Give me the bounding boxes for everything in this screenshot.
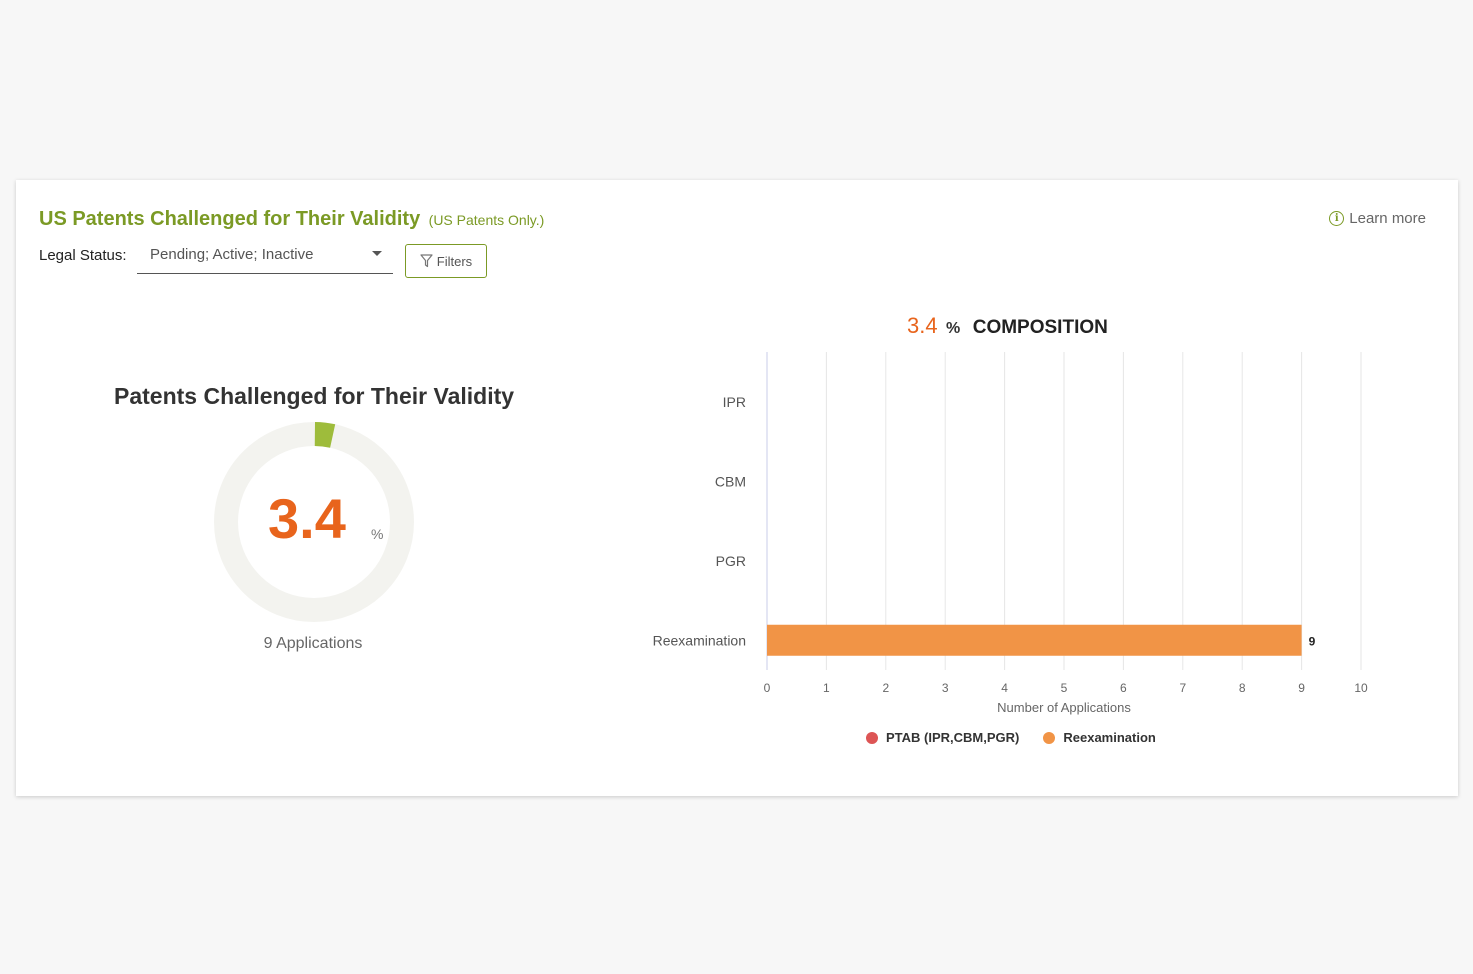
legend-item-reexamination[interactable]: Reexamination — [1043, 730, 1156, 745]
caret-down-icon — [372, 251, 382, 256]
bar-data-label: 9 — [1309, 634, 1316, 648]
x-tick-label: 6 — [1120, 681, 1127, 695]
donut-fill-arc — [314, 422, 336, 448]
card-subtitle: (US Patents Only.) — [428, 212, 545, 228]
x-tick-label: 7 — [1179, 681, 1186, 695]
x-axis-label: Number of Applications — [997, 700, 1131, 715]
composition-bar-chart: 0 1 2 3 4 5 6 7 8 9 10 Number of Applications IPR CBM… — [653, 352, 1368, 715]
legend-swatch-ptab — [866, 731, 878, 744]
x-tick-label: 5 — [1061, 681, 1068, 695]
filters-button-label: Filters — [436, 253, 473, 269]
y-category-label: CBM — [715, 473, 746, 489]
legend-swatch-reexamination — [1043, 731, 1056, 744]
legend-label-ptab: PTAB (IPR,CBM,PGR) — [886, 730, 1020, 745]
x-tick-label: 2 — [882, 681, 889, 695]
legend-item-ptab[interactable]: PTAB (IPR,CBM,PGR) — [866, 730, 1019, 745]
summary-title: Patents Challenged for Their Validity — [114, 383, 515, 409]
composition-header: 3.4 % COMPOSITION — [907, 313, 1108, 339]
y-category-label: PGR — [716, 553, 746, 569]
composition-label: COMPOSITION — [972, 317, 1108, 338]
summary-value: 3.4 — [268, 487, 346, 550]
y-category-label: Reexamination — [653, 632, 746, 648]
x-tick-label: 9 — [1298, 681, 1305, 695]
x-tick-label: 4 — [1001, 681, 1008, 695]
y-category-label: IPR — [723, 394, 746, 410]
x-tick-label: 8 — [1239, 681, 1246, 695]
summary-applications: 9 Applications — [263, 635, 363, 652]
composition-value: 3.4 — [907, 313, 938, 338]
donut-track — [214, 422, 414, 622]
legal-status-label: Legal Status: — [39, 247, 127, 264]
learn-more-link[interactable]: i Learn more — [1329, 210, 1426, 227]
legend-label-reexamination: Reexamination — [1063, 730, 1156, 745]
bar — [767, 624, 1302, 656]
x-tick-label: 10 — [1354, 681, 1368, 695]
composition-unit: % — [946, 320, 961, 337]
x-tick-label: 0 — [764, 681, 771, 695]
x-tick-label: 3 — [942, 681, 949, 695]
chart-legend: PTAB (IPR,CBM,PGR) Reexamination — [866, 730, 1156, 745]
card-title-row: US Patents Challenged for Their Validity… — [39, 208, 544, 231]
funnel-icon — [420, 254, 433, 268]
summary-unit: % — [371, 526, 384, 542]
learn-more-label: Learn more — [1349, 210, 1426, 227]
validity-card: US Patents Challenged for Their Validity… — [16, 180, 1458, 796]
legal-status-select[interactable]: Pending; Active; Inactive — [137, 240, 393, 274]
info-circle-icon: i — [1329, 211, 1345, 226]
card-title: US Patents Challenged for Their Validity — [39, 208, 421, 230]
x-tick-label: 1 — [823, 681, 830, 695]
validity-donut — [214, 422, 414, 622]
filters-button[interactable]: Filters — [405, 244, 487, 278]
legal-status-value: Pending; Active; Inactive — [150, 246, 314, 263]
